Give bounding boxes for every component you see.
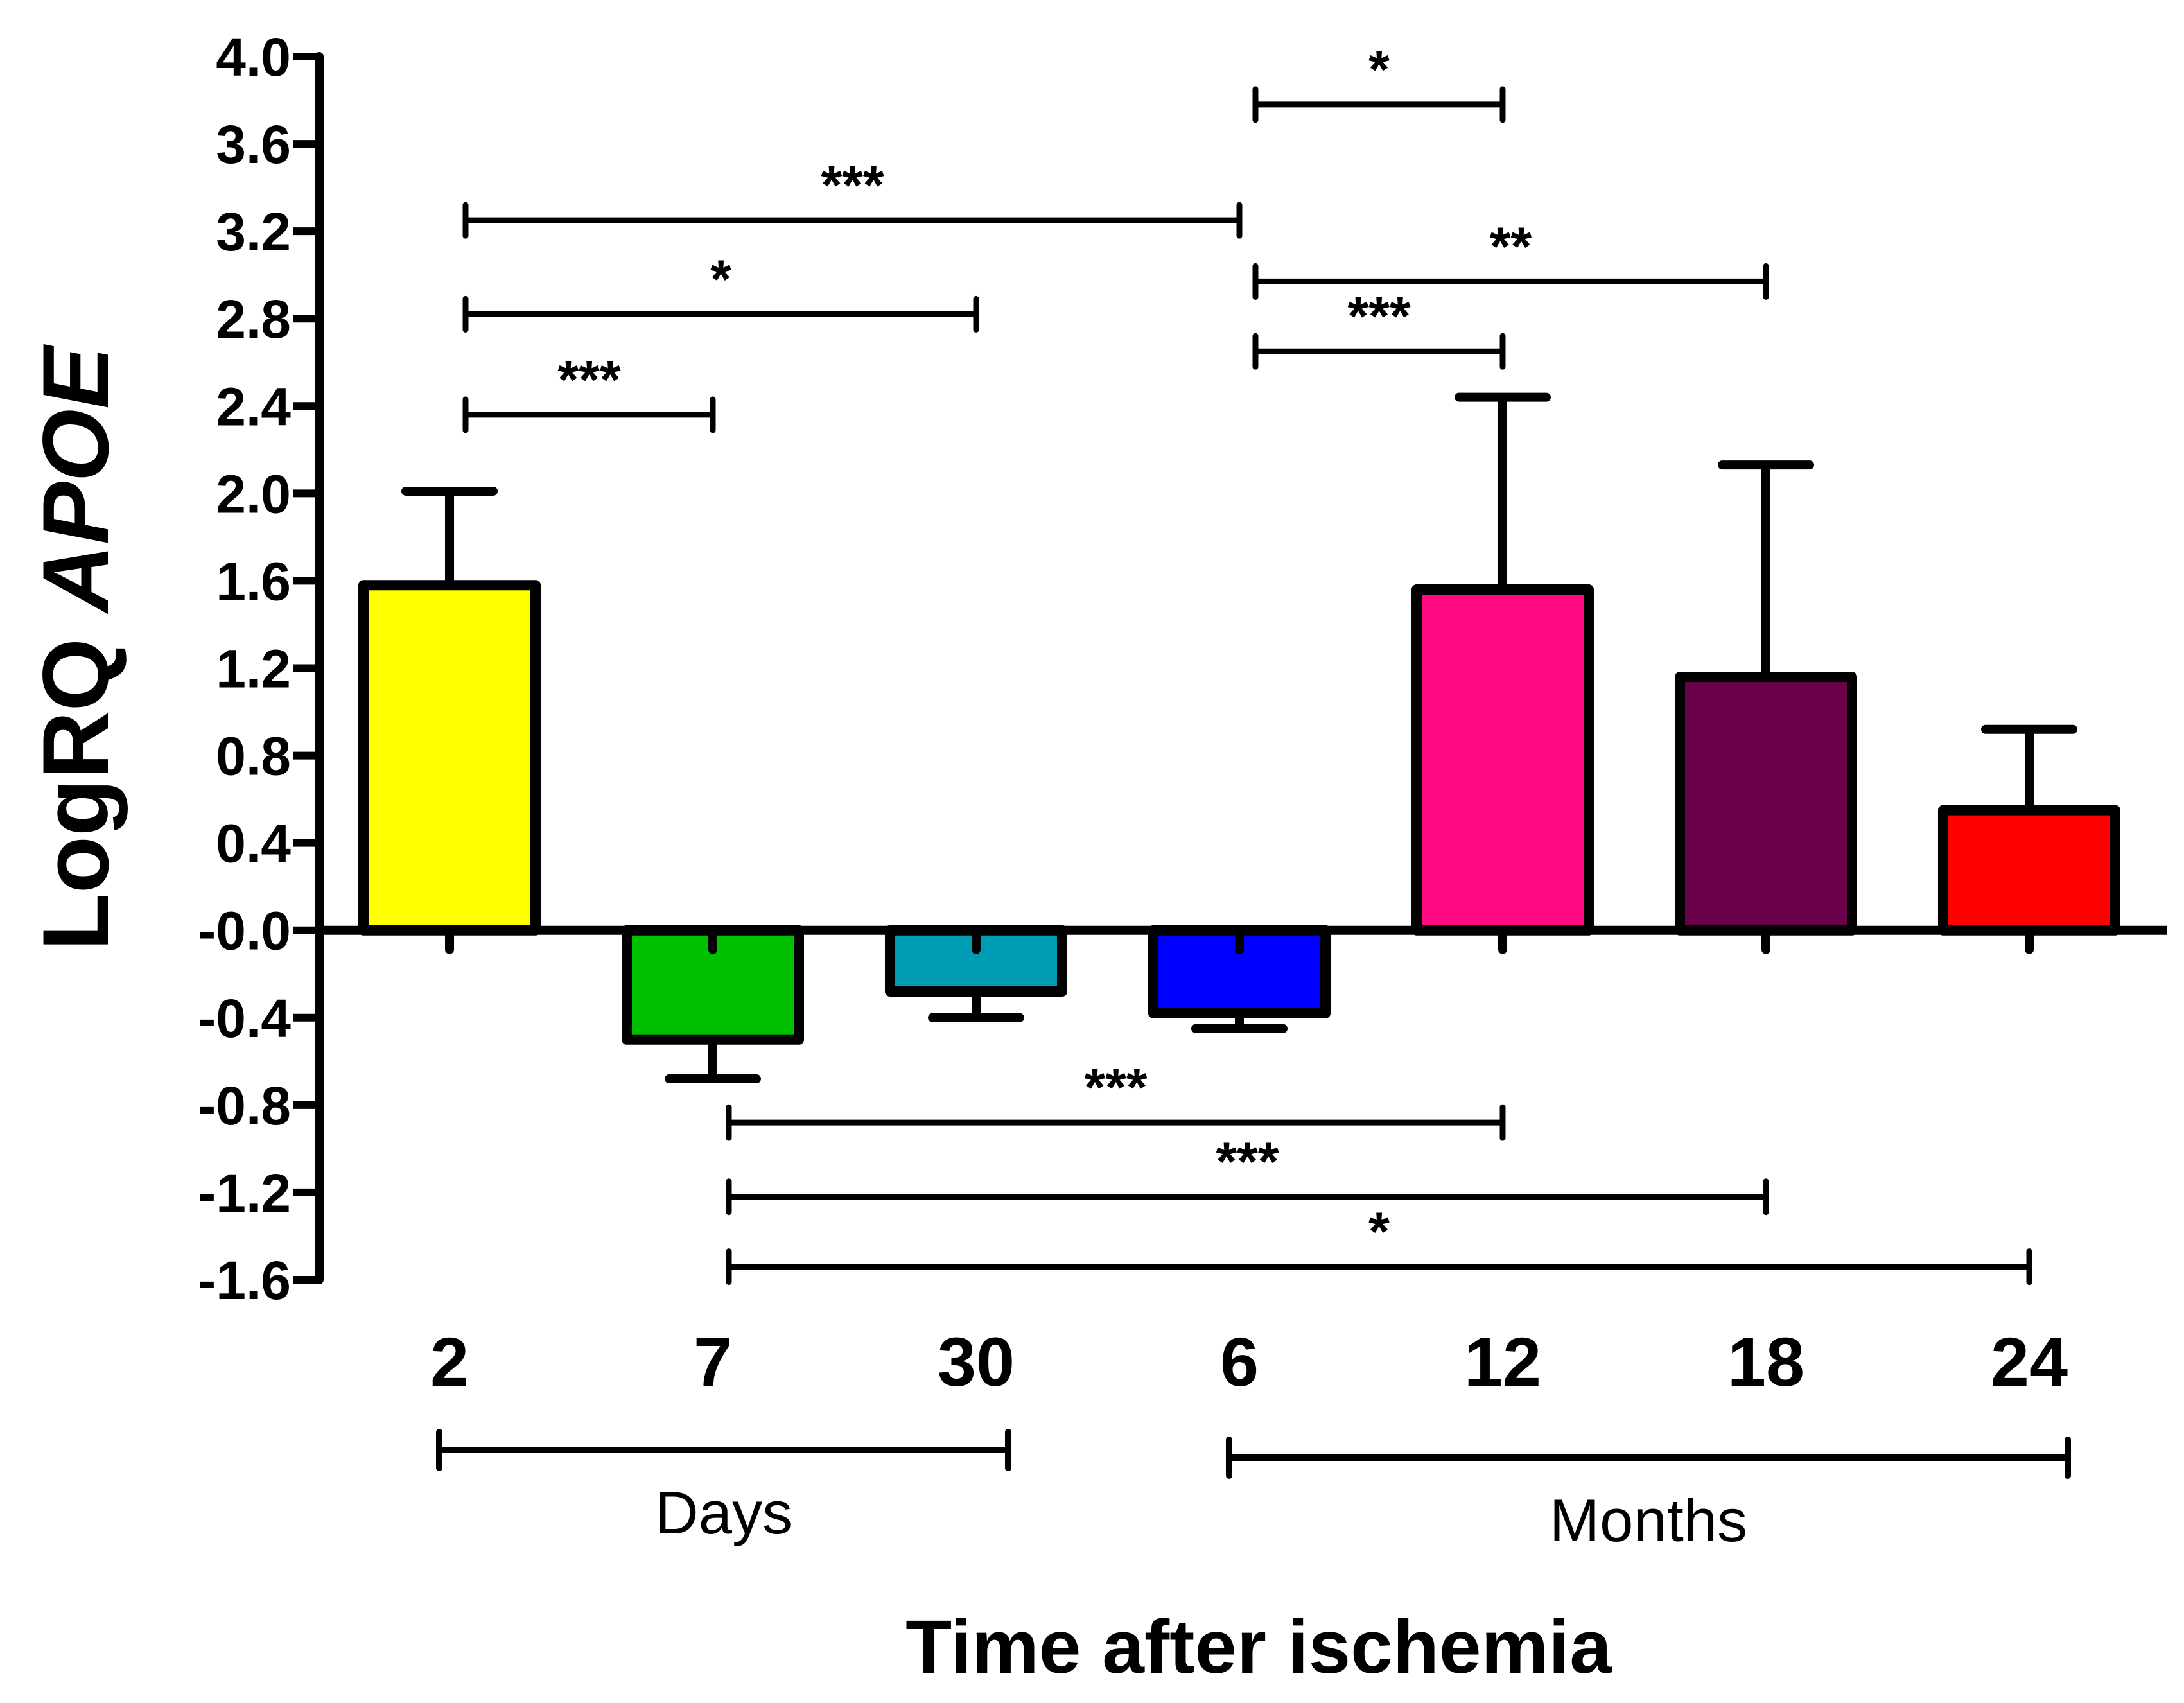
y-tick-label: 2.8 <box>216 289 291 349</box>
y-tick-label: 4.0 <box>216 27 291 87</box>
y-tick-label: 3.2 <box>216 202 291 262</box>
x-axis-title: Time after ischemia <box>905 1605 1612 1690</box>
y-axis-title: LogRQ APOE <box>23 344 128 951</box>
y-tick-label: 3.6 <box>216 114 291 175</box>
x-tick-label: 12 <box>1464 1323 1541 1401</box>
significance-brackets: ******************** <box>462 39 2032 1286</box>
group-brackets: Days Months <box>436 1429 2071 1554</box>
y-tick-label: 1.2 <box>216 639 291 699</box>
significance-label: *** <box>1084 1057 1147 1117</box>
y-tick-label: -1.6 <box>198 1250 291 1311</box>
y-tick-label: -0.0 <box>198 901 291 961</box>
significance-label: *** <box>1347 286 1410 346</box>
significance-label: * <box>1368 39 1390 100</box>
y-tick-label: 0.8 <box>216 726 291 787</box>
y-axis: 4.0 3.6 3.2 2.8 2.4 2.0 1.6 1.2 0.8 0.4 -0.0 -0.4 -0… <box>198 27 324 1311</box>
significance-label: *** <box>1216 1131 1279 1192</box>
bar <box>358 580 541 936</box>
y-tick-label: -1.2 <box>198 1163 291 1223</box>
x-tick-labels: 2 7 30 6 12 18 24 <box>430 1323 2068 1401</box>
x-tick-label: 7 <box>694 1323 732 1401</box>
significance-label: * <box>1368 1201 1390 1262</box>
y-axis-title-gene: APOE <box>23 344 128 614</box>
x-tick-label: 24 <box>1991 1323 2068 1401</box>
x-tick-label: 6 <box>1220 1323 1259 1401</box>
significance-label: * <box>710 249 731 309</box>
y-axis-title-prefix: LogRQ <box>23 612 128 950</box>
bar <box>1675 672 1857 936</box>
y-tick-label: 2.4 <box>216 376 291 437</box>
significance-label: *** <box>821 155 884 215</box>
x-tick-label: 2 <box>430 1323 469 1401</box>
significance-label: *** <box>557 349 620 410</box>
x-tick-label: 18 <box>1727 1323 1804 1401</box>
y-tick-label: 1.6 <box>216 551 291 611</box>
group-label: Days <box>655 1479 792 1546</box>
group-label: Months <box>1550 1487 1747 1554</box>
bars <box>358 392 2120 1084</box>
y-tick-label: 2.0 <box>216 464 291 524</box>
bar <box>1938 805 2120 936</box>
bar <box>1411 584 1594 936</box>
x-tick-label: 30 <box>938 1323 1015 1401</box>
y-tick-label: -0.4 <box>198 988 291 1049</box>
y-tick-label: -0.8 <box>198 1076 291 1136</box>
y-tick-label: 0.4 <box>216 814 291 874</box>
significance-label: ** <box>1490 216 1532 276</box>
